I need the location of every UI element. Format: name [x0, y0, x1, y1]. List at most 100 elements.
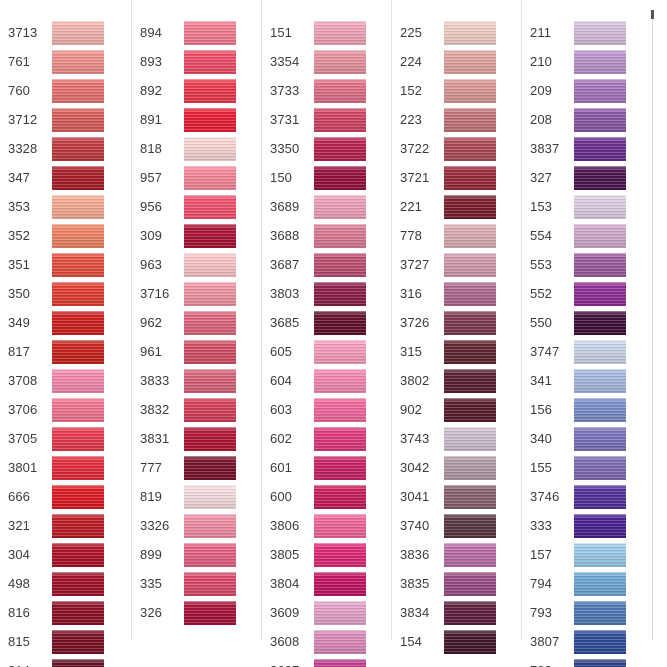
thread-colour-swatch[interactable]	[52, 368, 104, 393]
thread-colour-swatch[interactable]	[314, 223, 366, 248]
thread-colour-swatch[interactable]	[314, 78, 366, 103]
thread-colour-swatch[interactable]	[184, 571, 236, 596]
thread-row[interactable]: 225	[392, 18, 521, 47]
thread-colour-swatch[interactable]	[52, 397, 104, 422]
thread-row[interactable]: 605	[262, 337, 391, 366]
thread-row[interactable]: 3831	[132, 424, 261, 453]
thread-colour-swatch[interactable]	[184, 252, 236, 277]
thread-colour-swatch[interactable]	[184, 397, 236, 422]
thread-colour-swatch[interactable]	[52, 252, 104, 277]
thread-colour-swatch[interactable]	[314, 368, 366, 393]
thread-row[interactable]: 326	[132, 598, 261, 627]
thread-colour-swatch[interactable]	[184, 165, 236, 190]
thread-colour-swatch[interactable]	[444, 571, 496, 596]
thread-row[interactable]: 3685	[262, 308, 391, 337]
thread-colour-swatch[interactable]	[444, 339, 496, 364]
thread-colour-swatch[interactable]	[314, 658, 366, 667]
thread-row[interactable]: 3713	[0, 18, 130, 47]
thread-colour-swatch[interactable]	[52, 542, 104, 567]
thread-colour-swatch[interactable]	[574, 281, 626, 306]
thread-row[interactable]: 3350	[262, 134, 391, 163]
thread-colour-swatch[interactable]	[184, 513, 236, 538]
thread-colour-swatch[interactable]	[314, 165, 366, 190]
thread-row[interactable]: 3607	[262, 656, 391, 667]
thread-row[interactable]: 3801	[0, 453, 130, 482]
thread-row[interactable]: 153	[522, 192, 651, 221]
thread-colour-swatch[interactable]	[444, 252, 496, 277]
thread-row[interactable]: 3721	[392, 163, 521, 192]
thread-row[interactable]: 152	[392, 76, 521, 105]
thread-row[interactable]: 3731	[262, 105, 391, 134]
thread-colour-swatch[interactable]	[314, 397, 366, 422]
thread-colour-swatch[interactable]	[184, 136, 236, 161]
thread-row[interactable]: 3802	[392, 366, 521, 395]
thread-colour-swatch[interactable]	[184, 542, 236, 567]
thread-colour-swatch[interactable]	[574, 165, 626, 190]
thread-colour-swatch[interactable]	[184, 426, 236, 451]
thread-row[interactable]: 3836	[392, 540, 521, 569]
thread-row[interactable]: 3609	[262, 598, 391, 627]
thread-colour-swatch[interactable]	[444, 484, 496, 509]
thread-row[interactable]: 3708	[0, 366, 130, 395]
thread-colour-swatch[interactable]	[52, 194, 104, 219]
thread-row[interactable]: 961	[132, 337, 261, 366]
thread-row[interactable]: 3834	[392, 598, 521, 627]
thread-row[interactable]: 210	[522, 47, 651, 76]
thread-row[interactable]: 818	[132, 134, 261, 163]
thread-row[interactable]: 3705	[0, 424, 130, 453]
thread-colour-swatch[interactable]	[52, 571, 104, 596]
thread-row[interactable]: 778	[392, 221, 521, 250]
thread-colour-swatch[interactable]	[574, 600, 626, 625]
thread-colour-swatch[interactable]	[314, 310, 366, 335]
thread-row[interactable]: 962	[132, 308, 261, 337]
thread-row[interactable]: 3726	[392, 308, 521, 337]
thread-row[interactable]: 351	[0, 250, 130, 279]
thread-row[interactable]: 3833	[132, 366, 261, 395]
thread-row[interactable]: 223	[392, 105, 521, 134]
thread-colour-swatch[interactable]	[314, 136, 366, 161]
thread-colour-swatch[interactable]	[574, 252, 626, 277]
thread-row[interactable]: 3727	[392, 250, 521, 279]
thread-row[interactable]: 3805	[262, 540, 391, 569]
thread-colour-swatch[interactable]	[444, 397, 496, 422]
thread-colour-swatch[interactable]	[444, 455, 496, 480]
thread-colour-swatch[interactable]	[184, 600, 236, 625]
thread-colour-swatch[interactable]	[184, 455, 236, 480]
thread-colour-swatch[interactable]	[184, 368, 236, 393]
thread-row[interactable]: 554	[522, 221, 651, 250]
thread-row[interactable]: 352	[0, 221, 130, 250]
thread-row[interactable]: 794	[522, 569, 651, 598]
thread-colour-swatch[interactable]	[184, 107, 236, 132]
thread-row[interactable]: 3716	[132, 279, 261, 308]
thread-colour-swatch[interactable]	[52, 658, 104, 667]
thread-row[interactable]: 3688	[262, 221, 391, 250]
thread-row[interactable]: 957	[132, 163, 261, 192]
thread-colour-swatch[interactable]	[574, 426, 626, 451]
thread-row[interactable]: 3803	[262, 279, 391, 308]
thread-row[interactable]: 602	[262, 424, 391, 453]
thread-row[interactable]: 3746	[522, 482, 651, 511]
thread-colour-swatch[interactable]	[184, 339, 236, 364]
thread-colour-swatch[interactable]	[52, 484, 104, 509]
thread-colour-swatch[interactable]	[52, 513, 104, 538]
thread-colour-swatch[interactable]	[52, 136, 104, 161]
thread-colour-swatch[interactable]	[184, 194, 236, 219]
thread-row[interactable]: 327	[522, 163, 651, 192]
thread-colour-swatch[interactable]	[314, 252, 366, 277]
scroll-marker[interactable]	[651, 10, 654, 19]
thread-row[interactable]: 816	[0, 598, 130, 627]
thread-colour-swatch[interactable]	[574, 339, 626, 364]
thread-colour-swatch[interactable]	[52, 281, 104, 306]
thread-colour-swatch[interactable]	[574, 513, 626, 538]
thread-colour-swatch[interactable]	[314, 339, 366, 364]
thread-colour-swatch[interactable]	[314, 426, 366, 451]
thread-row[interactable]: 3354	[262, 47, 391, 76]
thread-row[interactable]: 956	[132, 192, 261, 221]
thread-row[interactable]: 553	[522, 250, 651, 279]
thread-colour-swatch[interactable]	[314, 513, 366, 538]
thread-row[interactable]: 154	[392, 627, 521, 656]
thread-row[interactable]: 3706	[0, 395, 130, 424]
thread-colour-swatch[interactable]	[52, 20, 104, 45]
thread-colour-swatch[interactable]	[444, 223, 496, 248]
thread-row[interactable]: 498	[0, 569, 130, 598]
